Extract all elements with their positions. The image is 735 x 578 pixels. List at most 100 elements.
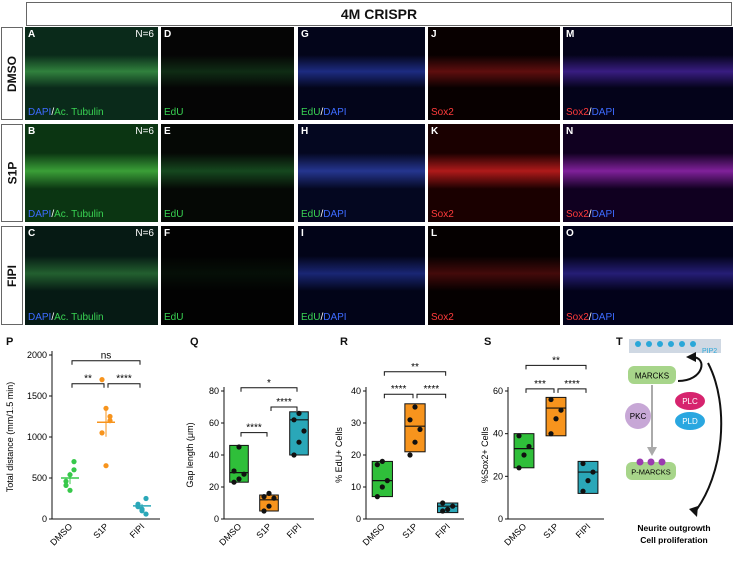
y-tick-label: 0: [214, 514, 219, 524]
micrograph-panel-j: J Sox2: [428, 27, 560, 120]
micrograph-panel-o: O Sox2/DAPI: [563, 226, 733, 325]
significance-label: ****: [116, 374, 132, 385]
stain-caption: Sox2: [431, 107, 454, 118]
x-tick-label: S1P: [254, 521, 273, 540]
significance-bracket: [107, 383, 141, 388]
stain-caption: DAPI/Ac. Tubulin: [28, 209, 104, 220]
significance-label: ****: [391, 384, 407, 395]
stain-label: EdU: [301, 209, 321, 220]
plc-label: PLC: [682, 397, 698, 406]
lipid-head: [635, 341, 641, 347]
tissue-band: [298, 153, 425, 189]
y-tick-label: 20: [351, 450, 361, 460]
data-point: [553, 416, 559, 422]
panel-letter: D: [164, 29, 172, 40]
stain-label: EdU: [164, 209, 184, 220]
data-point: [521, 452, 527, 458]
significance-label: **: [552, 355, 560, 366]
tissue-band: [563, 54, 733, 89]
stain-caption: Sox2: [431, 312, 454, 323]
panel-letter: L: [431, 228, 438, 239]
stain-label: DAPI: [323, 209, 347, 220]
stain-label: Sox2: [566, 107, 589, 118]
micrograph-panel-d: D EdU: [161, 27, 294, 120]
panel-letter: G: [301, 29, 309, 40]
data-point: [379, 458, 385, 464]
data-point: [71, 459, 77, 465]
data-point: [271, 495, 277, 501]
x-tick-label: FIPI: [285, 521, 304, 540]
y-axis-label: Gap length (μm): [185, 422, 195, 487]
stain-label: EdU: [164, 312, 184, 323]
data-point: [580, 488, 586, 494]
outcome-arrow: [693, 362, 723, 514]
stain-label: DAPI: [28, 312, 52, 323]
data-point: [231, 479, 237, 485]
data-point: [236, 444, 242, 450]
significance-bracket: [416, 393, 447, 399]
tissue-band: [161, 255, 294, 292]
y-tick-label: 20: [493, 471, 503, 481]
stain-label: Ac. Tubulin: [54, 312, 104, 323]
box: [513, 433, 535, 469]
box: [577, 460, 599, 494]
stain-caption: EdU/DAPI: [301, 312, 347, 323]
tissue-band: [25, 153, 158, 189]
x-tick-label: FIPI: [433, 521, 452, 540]
tissue-band: [298, 255, 425, 292]
data-point: [379, 484, 385, 490]
stain-caption: Sox2/DAPI: [566, 209, 615, 220]
stain-caption: DAPI/Ac. Tubulin: [28, 312, 104, 323]
panel-label-q: Q: [190, 336, 199, 348]
pmarcks-label: P-MARCKS: [631, 468, 671, 477]
micrograph-panel-k: K Sox2: [428, 124, 560, 222]
data-point: [384, 478, 390, 484]
micrograph-panel-l: L Sox2: [428, 226, 560, 325]
data-point: [548, 396, 554, 403]
stain-caption: EdU: [164, 312, 183, 323]
y-tick-label: 0: [42, 514, 47, 524]
y-tick-label: 20: [209, 482, 219, 492]
data-point: [143, 495, 149, 502]
micrograph-panel-i: I EdU/DAPI: [298, 226, 425, 325]
pkc-circle: [625, 403, 651, 429]
y-tick-label: 40: [209, 450, 219, 460]
stain-label: Ac. Tubulin: [54, 107, 104, 118]
data-point: [450, 503, 456, 509]
panel-letter: I: [301, 228, 304, 239]
data-point: [412, 439, 418, 445]
stain-label: DAPI: [591, 107, 615, 118]
box: [404, 403, 426, 453]
significance-label: ****: [424, 384, 440, 395]
y-tick-label: 40: [351, 386, 361, 396]
data-point: [139, 506, 145, 512]
stain-label: DAPI: [591, 209, 615, 220]
stain-label: DAPI: [323, 107, 347, 118]
tissue-band: [161, 153, 294, 189]
data-point: [526, 443, 532, 450]
box: [371, 460, 393, 498]
stain-caption: Sox2: [431, 209, 454, 220]
outcome-arrowhead: [689, 506, 698, 517]
data-point: [296, 439, 302, 445]
marcks-label: MARCKS: [635, 372, 669, 381]
y-tick-label: 60: [209, 418, 219, 428]
stain-label: /: [51, 209, 55, 220]
pkc-label: PKC: [630, 412, 647, 421]
panel-letter: C: [28, 228, 36, 239]
stain-label: DAPI: [591, 312, 615, 323]
row-label-s1p: S1P: [1, 124, 23, 222]
significance-bracket: [71, 383, 105, 388]
stain-caption: EdU: [164, 209, 183, 220]
phosphate-dot: [636, 458, 644, 466]
tissue-band: [25, 255, 158, 292]
significance-label: ****: [246, 423, 262, 434]
y-tick-label: 0: [356, 514, 361, 524]
panel-label-s: S: [484, 336, 492, 348]
stain-caption: DAPI/Ac. Tubulin: [28, 107, 104, 118]
outcome-line-1: Neurite outgrowth: [637, 523, 710, 533]
stain-label: Sox2: [566, 209, 589, 220]
stain-label: Sox2: [431, 107, 454, 118]
